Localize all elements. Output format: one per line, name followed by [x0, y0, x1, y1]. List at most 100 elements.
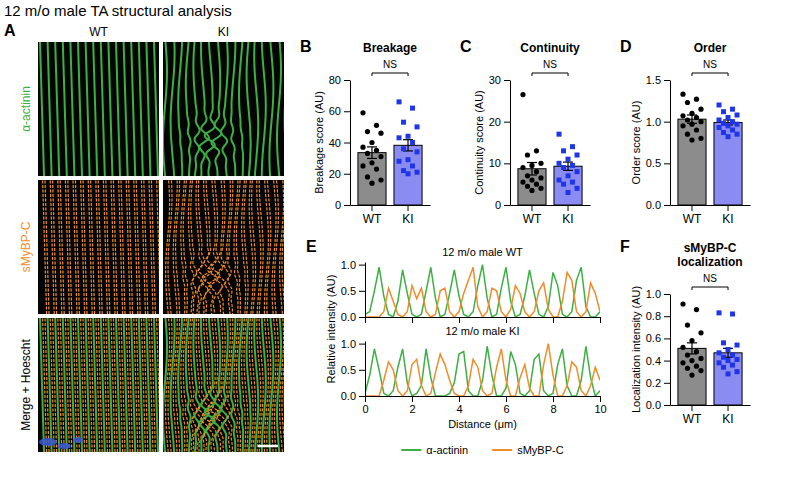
image-stripe — [178, 318, 182, 452]
image-stripe — [231, 318, 235, 452]
subplot-title: 12 m/o male KI — [446, 325, 520, 337]
point — [717, 310, 722, 315]
tick-label: 0.8 — [646, 310, 661, 322]
point — [374, 166, 379, 171]
point — [365, 129, 370, 134]
image-stripe — [101, 42, 105, 176]
point — [680, 345, 685, 350]
plot-area — [518, 92, 582, 205]
tick: KI — [722, 205, 733, 226]
point — [525, 184, 530, 189]
point — [698, 107, 703, 112]
image-panel — [163, 42, 284, 176]
point — [365, 151, 370, 156]
point — [415, 149, 420, 154]
tick-label: 30 — [489, 74, 501, 86]
tick-label: 1.0 — [646, 116, 661, 128]
point — [689, 137, 694, 142]
point — [689, 111, 694, 116]
axis-line — [350, 81, 351, 206]
tick-label: 0.4 — [646, 355, 661, 367]
image-stripe — [121, 180, 125, 314]
image-stripe — [156, 318, 159, 452]
axis-line — [510, 81, 511, 206]
tick: 30 — [489, 74, 510, 86]
image-stripe — [196, 180, 203, 314]
point — [721, 121, 726, 126]
tick: 1.0 — [646, 116, 670, 128]
tick — [553, 317, 554, 323]
tick-mark — [728, 205, 729, 211]
y-axis: 0.00.51.0 — [341, 259, 366, 323]
point — [694, 97, 699, 102]
panel-title: Breakage — [363, 41, 417, 55]
tick: 10 — [594, 396, 606, 415]
tick-label: KI — [402, 212, 413, 226]
error-bar — [371, 147, 372, 159]
point — [369, 140, 374, 145]
image-stripe — [139, 42, 143, 176]
point — [534, 169, 539, 174]
point — [698, 330, 703, 335]
error-bar — [691, 343, 692, 354]
point — [570, 163, 575, 168]
image-stripe — [282, 180, 284, 314]
point — [680, 360, 685, 365]
point — [557, 132, 562, 137]
image-panel — [163, 180, 284, 314]
point — [369, 160, 374, 165]
point — [730, 107, 735, 112]
tick-label: 0.2 — [646, 377, 661, 389]
image-panel — [38, 42, 159, 176]
tick-mark — [553, 317, 554, 323]
row-label: sMyBP-C — [19, 221, 33, 272]
image-stripe — [136, 180, 140, 314]
x-axis: WTKI — [671, 405, 751, 426]
tick: KI — [562, 205, 573, 226]
tick: WT — [363, 205, 382, 226]
image-stripe — [183, 180, 187, 314]
image-stripe — [214, 318, 223, 452]
point — [529, 188, 534, 193]
point — [570, 144, 575, 149]
point — [406, 134, 411, 139]
point — [685, 117, 690, 122]
tick-label: 0.6 — [646, 332, 661, 344]
point — [378, 177, 383, 182]
tick-label: 80 — [329, 74, 341, 86]
image-stripe — [128, 180, 132, 314]
image-stripe — [231, 42, 235, 176]
figure: 12 m/o male TA structural analysisAWTKIα… — [0, 0, 788, 484]
tick: KI — [402, 205, 413, 226]
tick-label: 1.0 — [341, 259, 356, 271]
point — [680, 92, 685, 97]
annotation: NS — [543, 59, 557, 70]
point — [534, 182, 539, 187]
image-stripe — [63, 42, 67, 176]
tick-label: 60 — [329, 105, 341, 117]
point — [694, 307, 699, 312]
tick-mark — [506, 396, 507, 402]
tick-label: WT — [363, 212, 382, 226]
axis-line — [366, 396, 601, 397]
tick: 0.0 — [646, 199, 670, 211]
image-stripe — [173, 318, 177, 452]
image-stripe — [267, 180, 271, 314]
tick-label: 20 — [489, 116, 501, 128]
tick-label: KI — [562, 212, 573, 226]
image-stripe — [252, 180, 256, 314]
column-header: KI — [218, 25, 229, 39]
tick-mark — [568, 205, 569, 211]
tick — [600, 317, 601, 323]
axis-line — [511, 205, 591, 206]
image-stripe — [75, 180, 79, 314]
point — [717, 103, 722, 108]
image-stripe — [269, 42, 273, 176]
image-stripe — [123, 42, 127, 176]
x-axis — [366, 317, 601, 323]
point — [360, 110, 365, 115]
image-stripe — [131, 42, 135, 176]
tick-mark — [664, 361, 670, 362]
point — [575, 153, 580, 158]
significance-bracket — [532, 73, 568, 76]
